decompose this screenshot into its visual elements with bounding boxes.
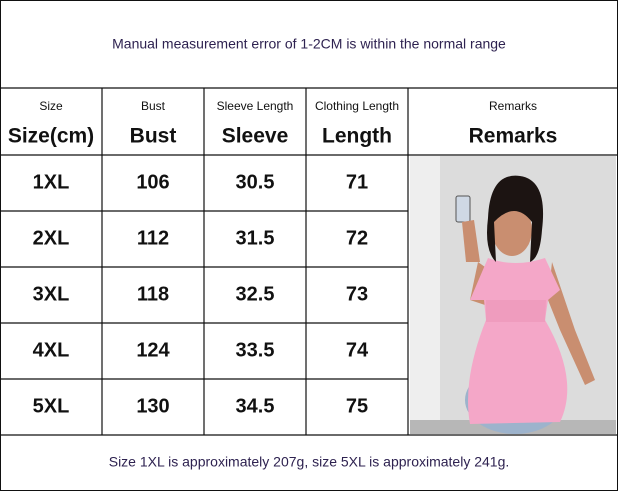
table-cell: 72	[346, 227, 368, 249]
table-cell: 73	[346, 283, 368, 305]
column-label: Clothing Length	[315, 99, 399, 113]
table-cell: 5XL	[33, 395, 70, 417]
table-cell: 1XL	[33, 171, 70, 193]
table-cell: 124	[136, 339, 170, 361]
column-label: Remarks	[489, 99, 537, 113]
table-cell: 32.5	[236, 283, 275, 305]
column-label: Sleeve Length	[217, 99, 294, 113]
table-cell: 75	[346, 395, 368, 417]
table-cell: 30.5	[236, 171, 275, 193]
column-title: Bust	[130, 125, 177, 148]
column-label: Size	[39, 99, 63, 113]
table-cell: 34.5	[236, 395, 275, 417]
product-photo	[410, 156, 616, 434]
table-cell: 33.5	[236, 339, 275, 361]
header-note: Manual measurement error of 1-2CM is wit…	[112, 36, 506, 52]
column-title: Remarks	[469, 125, 558, 148]
table-cell: 106	[136, 171, 169, 193]
table-cell: 3XL	[33, 283, 70, 305]
table-cell: 2XL	[33, 227, 70, 249]
table-cell: 74	[346, 339, 369, 361]
table-cell: 4XL	[33, 339, 70, 361]
table-cell: 118	[137, 283, 169, 305]
column-label: Bust	[141, 99, 166, 113]
column-title: Length	[322, 125, 392, 148]
table-cell: 130	[136, 395, 169, 417]
table-cell: 31.5	[236, 227, 275, 249]
table-cell: 71	[346, 171, 368, 193]
table-cell: 112	[137, 227, 169, 249]
column-title: Sleeve	[222, 125, 289, 148]
footer-note: Size 1XL is approximately 207g, size 5XL…	[109, 454, 510, 470]
column-title: Size(cm)	[8, 125, 94, 148]
